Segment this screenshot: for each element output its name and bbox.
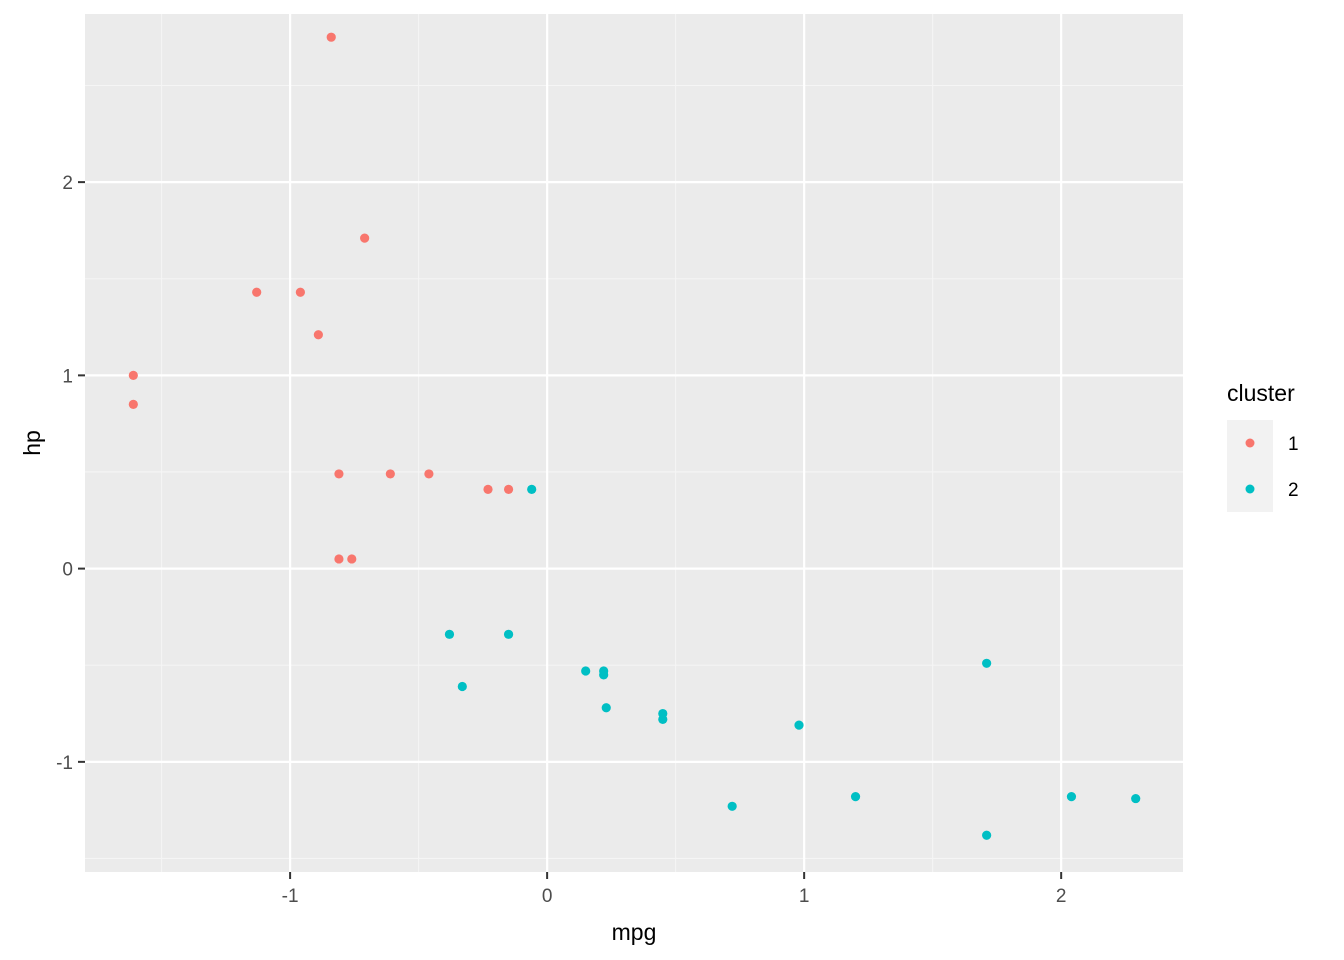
y-tick-label-2: 1 [62, 366, 73, 387]
x-axis: -1 0 1 2 [282, 872, 1067, 907]
point-cluster-1-0 [326, 32, 336, 42]
y-axis-title: hp [19, 430, 45, 456]
point-cluster-2-12 [850, 792, 861, 802]
legend-key-2-marker [1245, 484, 1255, 494]
point-cluster-2-16 [1131, 793, 1141, 804]
point-cluster-1-1 [360, 233, 370, 243]
legend: cluster 1 2 [1227, 380, 1299, 512]
y-axis: -1 0 1 2 [56, 173, 85, 774]
point-cluster-2-3 [457, 681, 467, 692]
point-cluster-1-12 [334, 554, 344, 564]
point-cluster-2-10 [727, 801, 737, 811]
point-cluster-1-13 [347, 554, 357, 564]
y-tick-label-0: -1 [56, 753, 73, 774]
point-cluster-1-4 [313, 330, 323, 340]
point-cluster-2-13 [982, 658, 992, 668]
point-cluster-1-9 [424, 469, 434, 479]
legend-title: cluster [1227, 380, 1295, 406]
point-cluster-1-3 [295, 287, 305, 297]
point-cluster-1-7 [334, 469, 344, 479]
legend-key-1-marker [1245, 438, 1255, 448]
point-cluster-1-5 [128, 370, 138, 380]
y-tick-label-1: 0 [62, 560, 73, 581]
x-tick-label-0: -1 [282, 886, 299, 907]
minor-gridlines [85, 14, 1183, 872]
point-cluster-1-11 [503, 484, 514, 494]
point-cluster-2-11 [794, 720, 804, 730]
point-cluster-2-4 [581, 666, 591, 676]
legend-label-1: 1 [1288, 434, 1299, 455]
point-cluster-1-2 [252, 287, 262, 297]
point-cluster-2-14 [982, 830, 992, 840]
legend-label-2: 2 [1288, 480, 1299, 501]
plot-panel [85, 14, 1183, 872]
point-cluster-2-7 [601, 703, 611, 713]
point-cluster-2-2 [503, 629, 514, 639]
data-points [128, 32, 1141, 840]
point-cluster-2-15 [1066, 792, 1077, 802]
x-tick-label-1: 0 [542, 886, 553, 907]
point-cluster-1-10 [483, 484, 493, 494]
x-tick-label-3: 2 [1056, 886, 1067, 907]
y-tick-label-3: 2 [62, 173, 73, 194]
point-cluster-2-1 [444, 629, 455, 639]
point-cluster-1-8 [385, 469, 395, 479]
x-axis-title: mpg [612, 919, 657, 945]
point-cluster-2-6 [599, 670, 609, 680]
x-tick-label-2: 1 [799, 886, 810, 907]
point-cluster-1-6 [128, 399, 138, 409]
point-cluster-2-0 [527, 484, 537, 494]
major-gridlines [85, 14, 1183, 872]
point-cluster-2-9 [658, 714, 668, 724]
